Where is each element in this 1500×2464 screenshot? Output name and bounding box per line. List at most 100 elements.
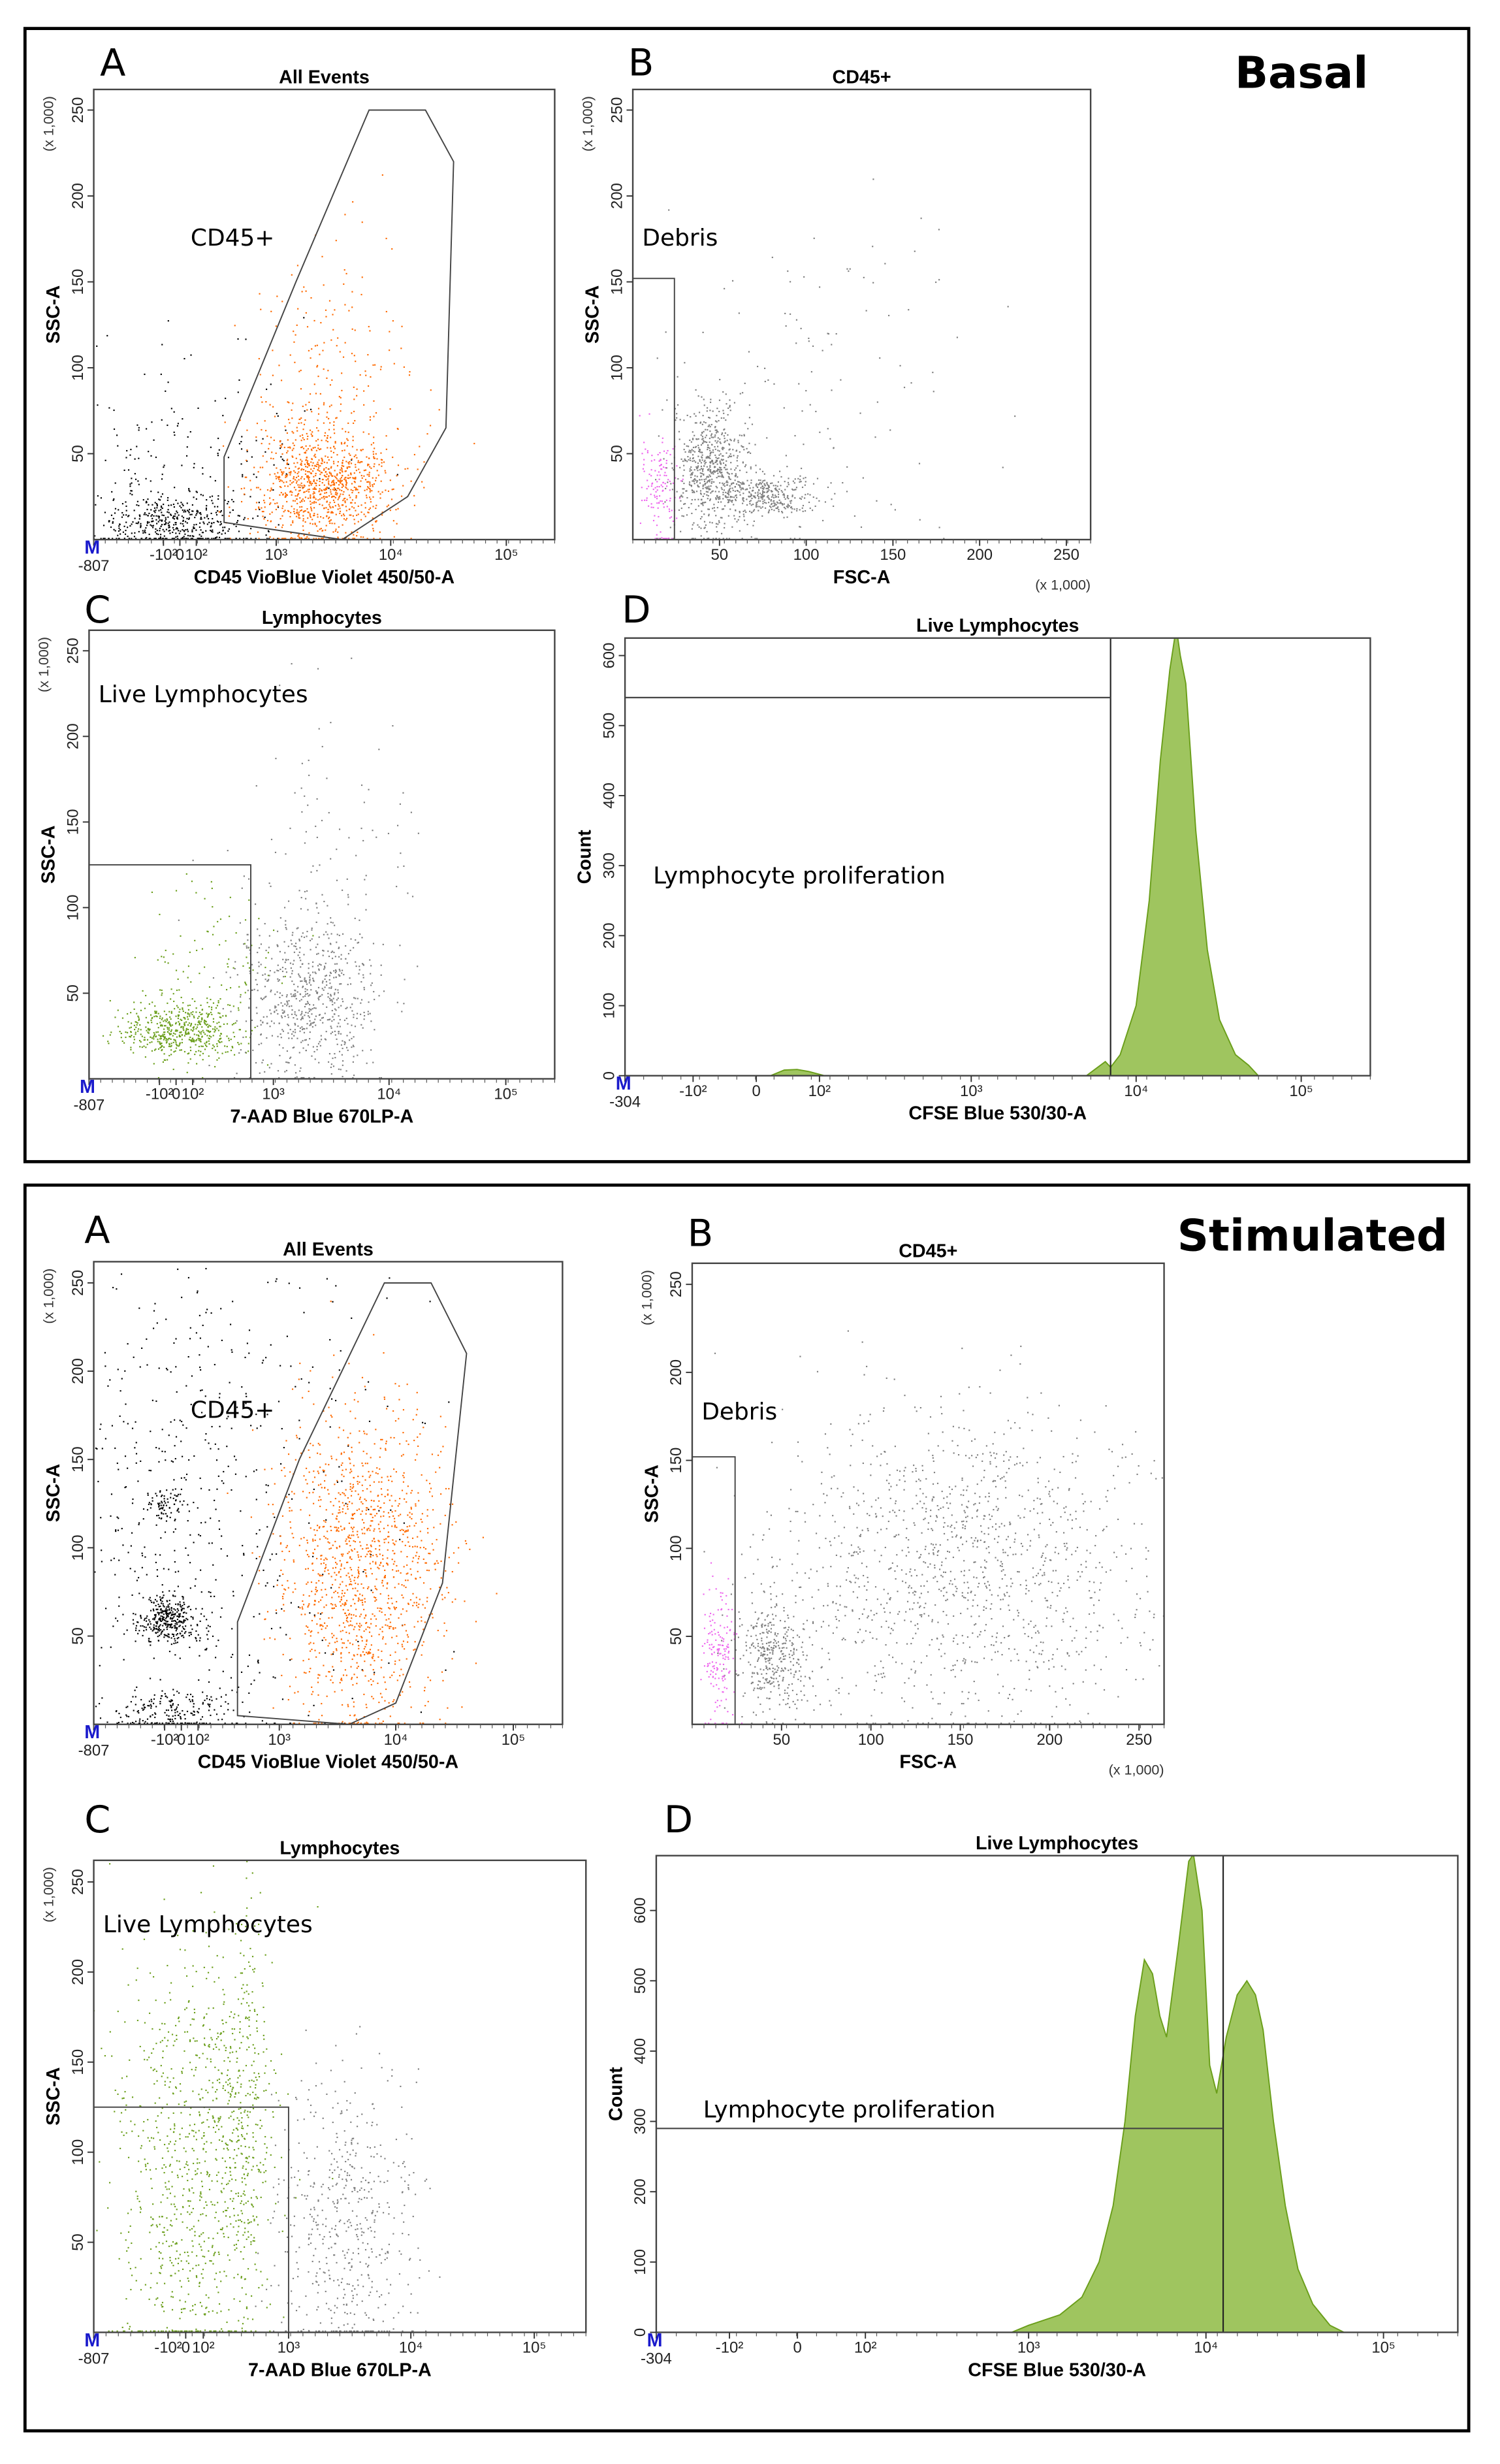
event-dot bbox=[665, 331, 667, 333]
event-dot bbox=[226, 1046, 228, 1048]
event-dot bbox=[716, 415, 718, 417]
event-dot bbox=[292, 521, 294, 524]
event-dot bbox=[690, 450, 692, 452]
event-dot bbox=[268, 443, 270, 445]
event-dot bbox=[722, 476, 724, 478]
event-dot bbox=[744, 489, 746, 491]
event-dot bbox=[347, 896, 349, 898]
event-dot bbox=[286, 494, 288, 496]
event-dot bbox=[862, 477, 864, 479]
event-dot bbox=[161, 1043, 163, 1045]
event-dot bbox=[215, 536, 217, 539]
event-dot bbox=[193, 496, 195, 498]
event-dot bbox=[281, 1029, 283, 1031]
event-dot bbox=[710, 492, 712, 494]
event-dot bbox=[353, 947, 355, 948]
event-dot bbox=[152, 520, 154, 522]
event-dot bbox=[265, 996, 267, 997]
event-dot bbox=[709, 466, 711, 468]
event-dot bbox=[778, 509, 780, 511]
event-dot bbox=[163, 1011, 165, 1013]
event-dot bbox=[666, 506, 668, 508]
event-dot bbox=[315, 456, 317, 458]
event-dot bbox=[219, 918, 222, 920]
event-dot bbox=[317, 516, 319, 518]
event-dot bbox=[188, 1632, 190, 1634]
event-dot bbox=[212, 977, 215, 979]
event-dot bbox=[684, 362, 686, 364]
event-dot bbox=[165, 1025, 167, 1027]
event-dot bbox=[260, 308, 262, 310]
event-dot bbox=[703, 473, 705, 475]
event-dot bbox=[347, 474, 349, 476]
event-dot bbox=[179, 1042, 181, 1044]
event-dot bbox=[272, 483, 274, 485]
event-dot bbox=[271, 1035, 274, 1037]
event-dot bbox=[176, 1045, 178, 1046]
event-dot bbox=[281, 300, 283, 302]
event-dot bbox=[161, 1017, 163, 1019]
event-dot bbox=[354, 481, 356, 483]
event-dot bbox=[303, 478, 306, 480]
event-dot bbox=[787, 504, 789, 506]
event-dot bbox=[346, 466, 348, 468]
event-dot bbox=[255, 785, 257, 787]
event-dot bbox=[735, 500, 737, 502]
event-dot bbox=[279, 479, 281, 481]
event-dot bbox=[899, 365, 901, 366]
event-dot bbox=[768, 498, 771, 500]
event-dot bbox=[187, 1005, 189, 1007]
event-dot bbox=[721, 474, 723, 476]
event-dot bbox=[291, 449, 293, 451]
event-dot bbox=[752, 525, 754, 527]
event-dot bbox=[763, 499, 765, 501]
event-dot bbox=[153, 515, 155, 517]
event-dot bbox=[387, 490, 390, 493]
event-dot bbox=[172, 1035, 174, 1037]
event-dot bbox=[298, 486, 300, 488]
event-dot bbox=[369, 507, 372, 509]
event-dot bbox=[315, 440, 317, 442]
event-dot bbox=[799, 509, 801, 511]
event-dot bbox=[313, 515, 315, 517]
event-dot bbox=[888, 314, 890, 317]
event-dot bbox=[232, 1031, 234, 1033]
event-dot bbox=[334, 994, 336, 996]
event-dot bbox=[192, 1616, 194, 1618]
event-dot bbox=[729, 399, 731, 401]
x-tick-label: -10² bbox=[146, 1086, 174, 1103]
event-dot bbox=[759, 479, 761, 481]
event-dot bbox=[289, 976, 291, 978]
event-dot bbox=[846, 466, 848, 468]
event-dot bbox=[257, 531, 259, 533]
event-dot bbox=[728, 489, 731, 491]
event-dot bbox=[152, 525, 154, 527]
event-dot bbox=[762, 491, 764, 493]
event-dot bbox=[148, 451, 150, 453]
event-dot bbox=[782, 511, 784, 513]
event-dot bbox=[182, 971, 184, 973]
event-dot bbox=[322, 529, 324, 532]
event-dot bbox=[165, 1038, 168, 1040]
event-dot bbox=[723, 447, 725, 449]
event-dot bbox=[302, 996, 304, 998]
event-dot bbox=[650, 469, 652, 471]
event-dot bbox=[351, 353, 353, 355]
event-dot bbox=[718, 410, 720, 413]
event-dot bbox=[709, 453, 711, 455]
event-dot bbox=[676, 465, 678, 467]
event-dot bbox=[707, 449, 709, 451]
x-multiplier-label: (x 1,000) bbox=[1035, 577, 1091, 593]
event-dot bbox=[323, 489, 325, 491]
event-dot bbox=[291, 494, 293, 496]
event-dot bbox=[316, 953, 318, 955]
event-dot bbox=[227, 486, 229, 488]
event-dot bbox=[273, 1022, 275, 1024]
event-dot bbox=[121, 516, 123, 518]
event-dot bbox=[656, 525, 658, 527]
event-dot bbox=[210, 999, 212, 1001]
event-dot bbox=[303, 1031, 306, 1033]
event-dot bbox=[706, 466, 708, 468]
event-dot bbox=[729, 410, 731, 412]
event-dot bbox=[174, 1640, 176, 1642]
